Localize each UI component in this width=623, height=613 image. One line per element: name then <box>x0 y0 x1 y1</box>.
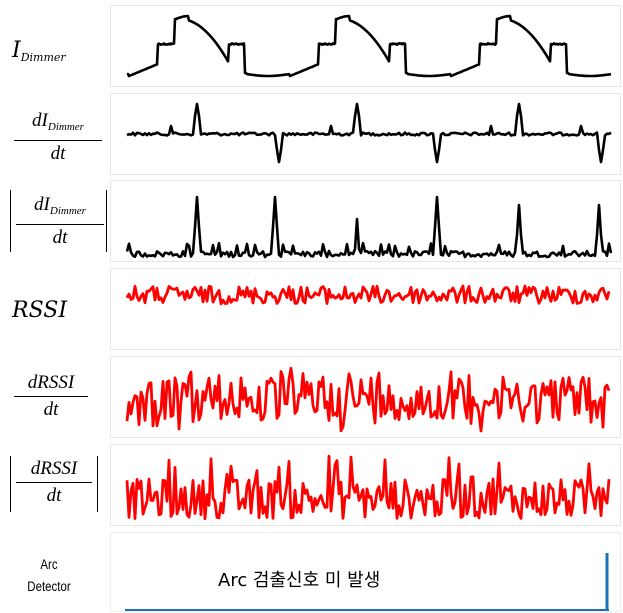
abs-d-i-dimmer-subscript: Dimmer <box>49 205 86 217</box>
arc-detector-signal <box>125 553 609 611</box>
i-dimmer-var: I <box>12 38 21 63</box>
i-dimmer-panel <box>110 5 621 87</box>
arc-detector-panel <box>110 532 621 612</box>
abs-d-i-right-bar <box>106 190 108 252</box>
i-dimmer-subscript: Dimmer <box>20 51 66 64</box>
d-i-dimmer-waveform <box>126 102 612 164</box>
abs-d-rssi-left-bar <box>10 456 12 512</box>
d-i-dimmer-numerator: dI <box>32 110 48 131</box>
abs-d-rssi-denominator: dt <box>46 485 62 507</box>
rssi-label: RSSI <box>12 298 120 323</box>
abs-d-rssi-panel <box>110 444 621 526</box>
i-dimmer-waveform <box>126 14 612 78</box>
arc-label-line1: Arc <box>40 556 58 572</box>
d-rssi-panel <box>110 356 621 438</box>
abs-d-rssi-right-bar <box>97 456 99 512</box>
d-rssi-numerator: dRSSI <box>27 372 75 393</box>
d-i-dimmer-label: dIDimmer dt <box>14 110 102 165</box>
abs-d-i-dimmer-panel <box>110 180 621 262</box>
d-i-dimmer-panel <box>110 93 621 175</box>
arc-status-message: Arc 검출신호 미 발생 <box>218 570 381 591</box>
abs-d-i-dimmer-label: dIDimmer dt <box>16 194 104 249</box>
d-rssi-denominator: dt <box>43 399 59 421</box>
abs-d-i-dimmer-numerator: dI <box>34 194 50 215</box>
abs-d-rssi-numerator: dRSSI <box>30 458 78 479</box>
rssi-var: RSSI <box>12 298 68 323</box>
d-rssi-waveform <box>125 366 611 433</box>
abs-d-i-left-bar <box>10 190 12 252</box>
rssi-waveform <box>125 284 611 306</box>
arc-detector-label: Arc Detector <box>14 553 85 597</box>
d-i-dimmer-denominator: dt <box>50 143 66 165</box>
d-i-dimmer-subscript: Dimmer <box>47 121 84 133</box>
abs-d-rssi-waveform <box>125 454 611 521</box>
abs-d-i-dimmer-denominator: dt <box>52 227 68 249</box>
arc-label-line2: Detector <box>27 578 71 594</box>
rssi-panel <box>110 268 621 350</box>
abs-d-i-dimmer-waveform <box>125 195 613 259</box>
d-rssi-label: dRSSI dt <box>14 372 88 421</box>
abs-d-rssi-label: dRSSI dt <box>16 458 92 507</box>
i-dimmer-label: IDimmer <box>12 38 120 64</box>
